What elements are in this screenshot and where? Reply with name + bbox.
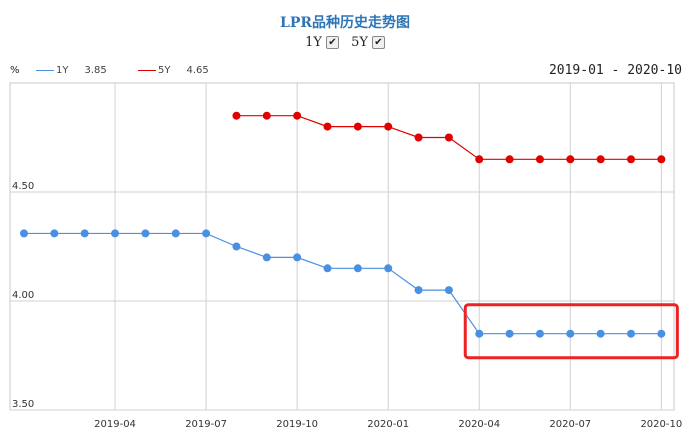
highlight-box [463, 303, 679, 360]
data-point-1y [232, 242, 241, 251]
toggle-1y-label: 1Y [305, 35, 322, 50]
legend-item-1y: 1Y 3.85 [36, 65, 107, 76]
legend-1y-name: 1Y [56, 65, 69, 76]
data-point-5y [293, 111, 302, 120]
toggle-5y[interactable]: 5Y ✔ [351, 35, 385, 50]
data-point-1y [353, 264, 362, 273]
x-tick-label: 2019-10 [276, 419, 318, 430]
legend-1y-value: 3.85 [84, 65, 107, 76]
x-tick-label: 2019-07 [185, 419, 227, 430]
data-point-5y [414, 133, 423, 142]
data-point-5y [566, 155, 575, 164]
x-tick-label: 2020-04 [458, 419, 500, 430]
y-tick-label: 3.50 [12, 399, 34, 410]
y-tick-label: 4.00 [12, 290, 34, 301]
data-point-1y [384, 264, 393, 273]
y-unit-label: % [10, 65, 20, 76]
legend-item-5y: 5Y 4.65 [138, 65, 209, 76]
data-point-1y [262, 253, 271, 262]
toggle-5y-checkbox[interactable]: ✔ [371, 36, 385, 49]
data-point-1y [627, 329, 635, 338]
legend-5y-swatch [138, 70, 156, 71]
data-point-5y [353, 122, 362, 131]
data-point-5y [232, 111, 241, 120]
legend-5y-value: 4.65 [186, 65, 209, 76]
toggle-1y[interactable]: 1Y ✔ [305, 35, 339, 50]
data-point-1y [50, 229, 59, 238]
data-point-1y [202, 229, 211, 238]
data-point-1y [505, 329, 514, 338]
data-point-5y [596, 155, 605, 164]
data-point-5y [505, 155, 514, 164]
data-point-1y [171, 229, 180, 238]
data-point-1y [566, 329, 575, 338]
data-point-5y [657, 155, 666, 164]
data-point-1y [444, 286, 453, 295]
data-point-5y [535, 155, 544, 164]
legend-1y-swatch [36, 70, 54, 71]
data-point-1y [111, 229, 120, 238]
y-tick-label: 4.50 [12, 181, 34, 192]
chart-title: LPR品种历史走势图 [279, 15, 410, 31]
data-point-1y [80, 229, 89, 238]
data-point-1y [141, 229, 150, 238]
data-point-1y [475, 329, 484, 338]
data-point-5y [262, 111, 271, 120]
toggle-1y-checkbox[interactable]: ✔ [325, 36, 339, 49]
data-point-1y [293, 253, 302, 262]
series-line-1y [24, 232, 662, 335]
data-point-5y [627, 155, 635, 164]
toggle-5y-label: 5Y [351, 35, 368, 50]
data-point-5y [475, 155, 484, 164]
series-toggles: 1Y ✔ 5Y ✔ [0, 35, 690, 50]
data-point-1y [596, 329, 605, 338]
data-point-1y [535, 329, 544, 338]
x-tick-label: 2020-01 [367, 419, 409, 430]
x-tick-label: 2020-10 [640, 419, 682, 430]
x-tick-label: 2019-04 [94, 419, 136, 430]
data-point-5y [384, 122, 393, 131]
x-tick-label: 2020-07 [549, 419, 591, 430]
data-point-1y [323, 264, 332, 273]
data-point-1y [20, 229, 28, 238]
date-range: 2019-01 - 2020-10 [548, 63, 682, 78]
data-point-1y [657, 329, 666, 338]
plot-area [9, 82, 675, 411]
data-point-1y [414, 286, 423, 295]
data-point-5y [444, 133, 453, 142]
legend-5y-name: 5Y [158, 65, 171, 76]
data-point-5y [323, 122, 332, 131]
